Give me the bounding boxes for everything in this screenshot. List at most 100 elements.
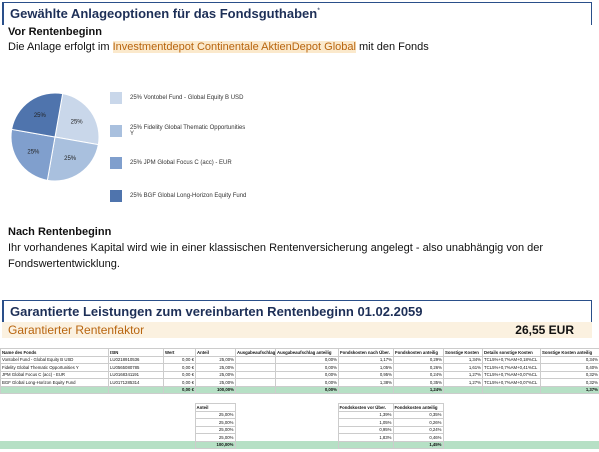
table-cell: 0,24%	[392, 425, 444, 434]
pie-slice	[10, 128, 56, 181]
table-row: 25,00% 1,83% 0,46%	[0, 433, 599, 442]
factor-label: Garantierter Rentenfaktor	[8, 323, 145, 337]
empty-cell	[443, 404, 482, 412]
table-cell: 100,00%	[194, 440, 236, 449]
table-cell: TCL5%+0,7%AM+0,18%CL	[482, 355, 541, 364]
table-cell	[443, 385, 483, 394]
cost-table: Name des Fonds ISIN Wert Anteil Ausgabeaufsc…	[0, 348, 599, 394]
table-cell: Fondskosten anteilig	[393, 348, 444, 357]
empty-cell	[540, 441, 599, 449]
slice-label: 25%	[64, 156, 77, 162]
empty-cell	[540, 411, 599, 419]
empty-cell	[443, 419, 482, 427]
summary-table: Anteil Fondskosten vor Über. Fondskosten a…	[0, 403, 599, 449]
empty-cell	[0, 441, 108, 449]
table-cell: 0,40%	[540, 363, 599, 372]
table-cell: 0,29%	[393, 355, 444, 364]
empty-cell	[0, 411, 108, 419]
empty-cell	[108, 419, 163, 427]
table-row: 25,00% 0,95% 0,24%	[0, 425, 599, 434]
table-cell: Anteil	[195, 348, 236, 357]
empty-cell	[235, 404, 275, 412]
table-cell: 0,34%	[540, 355, 599, 364]
table-cell: 0,00%	[275, 378, 339, 387]
table-cell: LU0218910536	[108, 355, 164, 364]
empty-cell	[108, 411, 163, 419]
pie-chart: 25% 25% 25% 25%	[10, 92, 100, 182]
table-cell: Sonstige Kosten anteilig	[540, 348, 599, 357]
table-row: 25,00% 1,05% 0,26%	[0, 418, 599, 427]
table-cell: Sonstige Kosten	[443, 348, 483, 357]
legend-item: 25% BGF Global Long-Horizon Equity Fund	[110, 180, 250, 213]
table-cell: 0,26%	[392, 418, 444, 427]
table-cell: Name des Fonds	[0, 348, 109, 357]
table-cell: 100,00%	[195, 385, 236, 394]
table-cell: LU0565080785	[108, 363, 164, 372]
paragraph: Ihr vorhandenes Kapital wird wie in eine…	[8, 242, 544, 270]
empty-cell	[275, 441, 338, 449]
table-row: 25,00% 1,39% 0,35%	[0, 410, 599, 419]
table-cell: Anteil	[194, 403, 236, 412]
table-cell: 1,05%	[337, 418, 394, 427]
empty-cell	[0, 426, 108, 434]
table-cell: 1,39%	[337, 410, 394, 419]
paragraph: Die Anlage erfolgt im Investmentdepot Co…	[8, 39, 429, 55]
text: mit den Fonds	[359, 41, 429, 53]
empty-cell	[482, 441, 540, 449]
table-cell: 0,35%	[392, 410, 444, 419]
table-cell	[235, 378, 276, 387]
empty-cell	[482, 426, 540, 434]
empty-cell	[275, 434, 338, 442]
table-cell: 0,00%	[275, 385, 339, 394]
table-cell: LU0168341191	[108, 370, 164, 379]
slice-label: 25%	[71, 119, 84, 125]
table-cell: 1,05%	[338, 363, 394, 372]
table-cell	[235, 385, 276, 394]
table-cell: Vontobel Fund - Global Equity B USD	[0, 355, 109, 364]
legend-label: 25% Fidelity Global Thematic Opportuniti…	[130, 124, 246, 137]
empty-cell	[235, 411, 275, 419]
empty-cell	[0, 419, 108, 427]
table-cell: 0,00%	[275, 370, 339, 379]
table-cell: Ausgabeaufschlag	[235, 348, 276, 357]
empty-cell	[275, 426, 338, 434]
factor-row: Garantierter Rentenfaktor 26,55 EUR	[2, 322, 592, 338]
highlight: Investmentdepot Continentale AktienDepot…	[112, 41, 356, 53]
table-cell: TCL5%+0,7%AM+0,41%CL	[482, 363, 541, 372]
empty-cell	[235, 419, 275, 427]
empty-cell	[163, 426, 195, 434]
empty-cell	[108, 434, 163, 442]
legend-swatch	[110, 189, 122, 202]
slice-label: 25%	[34, 113, 47, 119]
legend-label: 25% Vontobel Fund - Global Equity B USD	[130, 95, 244, 102]
empty-cell	[275, 404, 338, 412]
empty-cell	[482, 404, 540, 412]
legend-item: 25% JPM Global Focus C (acc) - EUR	[110, 147, 250, 180]
table-cell: 1,38%	[338, 378, 394, 387]
slice-label: 25%	[27, 150, 40, 156]
table-row: Name des Fonds ISIN Wert Anteil Ausgabeaufsc…	[0, 348, 599, 357]
table-cell: 0,95%	[338, 370, 394, 379]
empty-cell	[163, 411, 195, 419]
table-cell: 0,32%	[540, 378, 599, 387]
table-cell: Wert	[163, 348, 196, 357]
table-cell: 25,00%	[194, 410, 236, 419]
table-cell: 25,00%	[195, 378, 236, 387]
table-cell: Details sonstige Kosten	[482, 348, 541, 357]
table-cell	[235, 355, 276, 364]
table-row: Fidelity Global Thematic Opportunities Y…	[0, 363, 599, 372]
empty-cell	[482, 434, 540, 442]
legend-swatch	[110, 92, 122, 105]
footnote-mark: *	[317, 7, 320, 15]
table-cell: 25,00%	[195, 370, 236, 379]
section-header: Gewählte Anlageoptionen für das Fondsgut…	[2, 2, 592, 25]
empty-cell	[540, 426, 599, 434]
legend-item: 25% Vontobel Fund - Global Equity B USD	[110, 82, 250, 115]
table-cell	[235, 370, 276, 379]
table-cell: BGF Global Long-Horizon Equity Fund	[0, 378, 109, 387]
table-cell	[108, 385, 164, 394]
table-cell: Fondskosten nach Über.	[338, 348, 394, 357]
table-cell: 25,00%	[195, 363, 236, 372]
table-cell: 0,35%	[393, 378, 444, 387]
table-cell: TCL5%+0,7%AM+0,07%CL	[482, 378, 541, 387]
